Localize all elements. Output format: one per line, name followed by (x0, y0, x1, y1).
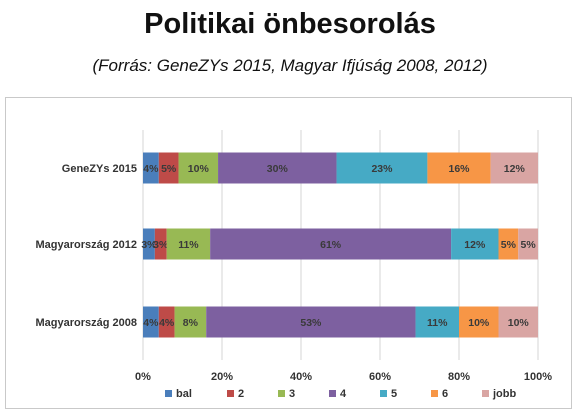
chart-subtitle: (Forrás: GeneZYs 2015, Magyar Ifjúság 20… (92, 56, 488, 75)
data-label: 23% (371, 163, 393, 175)
bar-segment (336, 152, 428, 184)
data-label: 4% (143, 163, 159, 175)
x-tick-label: 100% (524, 371, 552, 383)
legend-swatch (380, 390, 387, 397)
bar-segment (498, 228, 519, 260)
bar-segment (451, 228, 499, 260)
data-label: 12% (504, 163, 526, 175)
legend-label: 5 (391, 388, 397, 400)
category-label: Magyarország 2008 (36, 317, 138, 329)
data-label: 10% (468, 317, 490, 329)
bar-segment (143, 228, 155, 260)
bar-segment (518, 228, 538, 260)
data-label: 5% (521, 239, 537, 251)
x-tick-label: 40% (290, 371, 312, 383)
legend-label: 4 (340, 388, 347, 400)
chart-title: Politikai önbesorolás (144, 8, 436, 40)
bar-segment (166, 228, 211, 260)
data-label: 11% (178, 239, 199, 251)
data-label: 10% (508, 317, 530, 329)
bar-segment (218, 152, 337, 184)
x-tick-label: 80% (448, 371, 470, 383)
x-tick-label: 20% (211, 371, 233, 383)
data-label: 3% (153, 239, 169, 251)
legend-swatch (278, 390, 285, 397)
legend-swatch (329, 390, 336, 397)
bar-segment (490, 152, 538, 184)
bar-segment (143, 306, 159, 338)
bar-segment (158, 152, 179, 184)
legend-label: 2 (238, 388, 244, 400)
data-label: 12% (464, 239, 486, 251)
legend-swatch (482, 390, 489, 397)
bar-segment (206, 306, 416, 338)
bar-segment (154, 228, 167, 260)
data-label: 8% (183, 317, 199, 329)
category-label: GeneZYs 2015 (62, 163, 137, 175)
data-label: 30% (267, 163, 289, 175)
bar-segment (158, 306, 175, 338)
legend-swatch (165, 390, 172, 397)
bar-segment (174, 306, 207, 338)
data-label: 10% (188, 163, 210, 175)
bar-segment (498, 306, 538, 338)
data-label: 11% (427, 317, 448, 329)
data-label: 53% (300, 317, 322, 329)
bar-segment (415, 306, 459, 338)
data-label: 4% (159, 317, 175, 329)
bar-segment (427, 152, 491, 184)
legend-label: jobb (492, 388, 516, 400)
legend-label: bal (176, 388, 192, 400)
legend-label: 6 (442, 388, 448, 400)
x-tick-label: 0% (135, 371, 151, 383)
data-label: 16% (448, 163, 470, 175)
legend-swatch (227, 390, 234, 397)
legend-swatch (431, 390, 438, 397)
category-label: Magyarország 2012 (36, 239, 138, 251)
data-label: 61% (320, 239, 342, 251)
data-label: 4% (143, 317, 159, 329)
x-tick-label: 60% (369, 371, 391, 383)
bar-segment (459, 306, 499, 338)
data-label: 3% (141, 239, 157, 251)
bar-segment (210, 228, 452, 260)
legend-label: 3 (289, 388, 295, 400)
bar-segment (143, 152, 159, 184)
bar-segment (178, 152, 219, 184)
data-label: 5% (501, 239, 517, 251)
data-label: 5% (161, 163, 177, 175)
